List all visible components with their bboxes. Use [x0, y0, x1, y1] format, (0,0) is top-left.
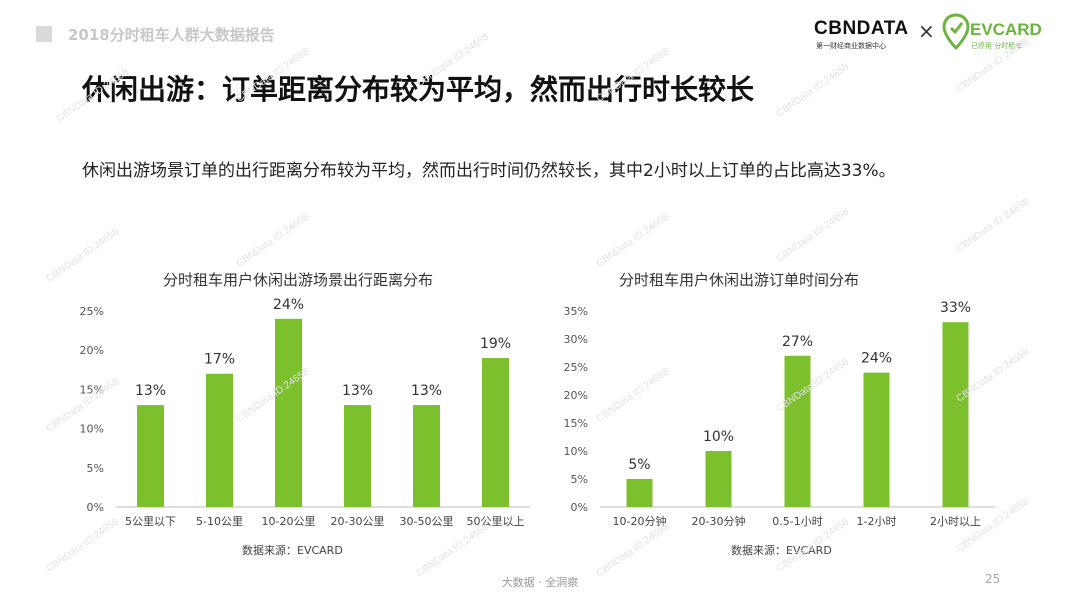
y-tick-label: 5% — [87, 462, 104, 475]
y-tick-label: 10% — [80, 423, 104, 436]
bar-value-label: 17% — [204, 352, 235, 368]
bar-value-label: 13% — [411, 383, 442, 399]
bar — [275, 318, 302, 507]
y-tick-label: 25% — [564, 361, 588, 374]
bar-value-label: 19% — [480, 336, 511, 352]
cbndata-logo: CBNDATA — [814, 18, 909, 39]
y-tick-label: 15% — [80, 383, 104, 396]
chart2-source: 数据来源：EVCARD — [731, 544, 832, 557]
cbndata-tagline: 第一财经商业数据中心 — [816, 42, 886, 50]
bar-value-label: 33% — [940, 300, 971, 316]
evcard-logo: EVCARD — [970, 20, 1042, 39]
watermark-text: CBNData ID:24658 — [594, 211, 672, 270]
watermark-text: CBNData ID:24658 — [774, 206, 852, 265]
y-tick-label: 20% — [564, 389, 588, 402]
bar — [206, 373, 233, 507]
x-category-label: 20-30公里 — [331, 515, 385, 528]
bar — [942, 322, 969, 507]
header-square-icon — [36, 26, 52, 42]
bar-value-label: 24% — [861, 351, 892, 367]
y-tick-label: 5% — [571, 473, 588, 486]
chart-title: 分时租车用户休闲出游订单时间分布 — [619, 271, 859, 289]
separator: × — [918, 19, 935, 43]
chart1-source: 数据来源：EVCARD — [242, 544, 343, 557]
y-tick-label: 15% — [564, 417, 588, 430]
bar — [863, 372, 890, 507]
bar-value-label: 5% — [628, 457, 650, 473]
bar-value-label: 27% — [782, 334, 813, 350]
chart-title: 分时租车用户休闲出游场景出行距离分布 — [163, 271, 433, 289]
bar — [137, 405, 164, 507]
y-tick-label: 10% — [564, 445, 588, 458]
y-tick-label: 0% — [571, 501, 588, 514]
watermark-text: CBNData ID:24658 — [954, 196, 1032, 255]
brand-logos: CBNDATA 第一财经商业数据中心 × EVCARD 已停用 分时租车 — [814, 13, 1044, 56]
distance-distribution-chart: 分时租车用户休闲出游场景出行距离分布 0% 5% 10% 15% 20% 25% 13% 5公里… — [70, 265, 530, 535]
bar — [344, 405, 371, 507]
x-category-label: 20-30分钟 — [692, 514, 746, 528]
bar-value-label: 24% — [273, 297, 304, 313]
y-tick-label: 0% — [87, 501, 104, 514]
x-category-label: 2小时以上 — [930, 515, 981, 528]
x-category-label: 1-2小时 — [857, 515, 897, 528]
x-category-label: 30-50公里 — [400, 515, 454, 528]
y-tick-label: 20% — [80, 344, 104, 357]
evcard-tagline: 已停用 分时租车 — [971, 42, 1023, 50]
y-tick-label: 25% — [80, 305, 104, 318]
page-number: 25 — [985, 572, 1001, 586]
chart-svg: 分时租车用户休闲出游场景出行距离分布 0% 5% 10% 15% 20% 25% 13% 5公里… — [80, 271, 530, 528]
x-category-label: 5公里以下 — [125, 515, 176, 528]
x-category-label: 10-20公里 — [262, 515, 316, 528]
duration-distribution-chart: 分时租车用户休闲出游订单时间分布 0% 5% 10% 15% 20% 25% 30% 35% 5%… — [550, 265, 1000, 535]
bar — [705, 451, 732, 507]
bar-value-label: 13% — [135, 383, 166, 399]
x-category-label: 0.5-1小时 — [772, 515, 822, 528]
bar-value-label: 13% — [342, 383, 373, 399]
page-title: 休闲出游：订单距离分布较为平均，然而出行时长较长 — [82, 73, 755, 106]
bar — [626, 479, 653, 507]
evcard-pin-icon — [942, 13, 970, 51]
watermark-text: CBNData ID:24658 — [774, 61, 852, 120]
bar — [482, 358, 509, 507]
watermark-text: CBNData ID:24658 — [234, 211, 312, 270]
x-category-label: 50公里以上 — [467, 515, 525, 528]
report-title: 2018分时租车人群大数据报告 — [68, 26, 275, 44]
bar-value-label: 10% — [703, 429, 734, 445]
chart-svg: 分时租车用户休闲出游订单时间分布 0% 5% 10% 15% 20% 25% 30% 35% 5%… — [564, 271, 995, 528]
bar — [784, 355, 811, 507]
x-category-label: 10-20分钟 — [613, 514, 667, 528]
x-category-label: 5-10公里 — [196, 515, 243, 528]
y-tick-label: 30% — [564, 333, 588, 346]
bar — [413, 405, 440, 507]
y-tick-label: 35% — [564, 305, 588, 318]
footer-slogan: 大数据 · 全洞察 — [501, 576, 579, 589]
page-subtitle: 休闲出游场景订单的出行距离分布较为平均，然而出行时间仍然较长，其中2小时以上订单… — [82, 161, 896, 181]
